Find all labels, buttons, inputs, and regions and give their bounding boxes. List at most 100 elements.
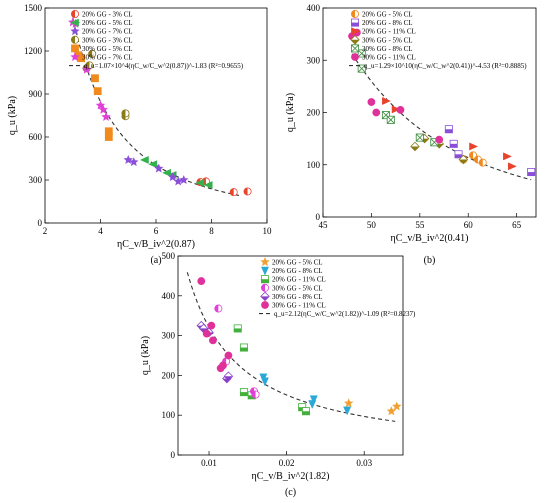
x-axis-label: ηC_v/B_iv^2(1.82) xyxy=(252,471,330,482)
data-point xyxy=(223,371,234,381)
y-axis-label: q_u (kPa) xyxy=(7,96,18,135)
legend-label: 30% GG - 11% CL xyxy=(272,302,326,310)
data-point xyxy=(214,304,223,313)
data-point xyxy=(415,133,424,142)
data-point xyxy=(88,49,97,58)
panel-label: (b) xyxy=(424,255,436,266)
data-point xyxy=(343,398,354,408)
data-point xyxy=(381,111,390,120)
data-point xyxy=(203,181,213,190)
legend-label: 20% GG - 8% CL xyxy=(362,19,413,27)
legend-marker xyxy=(71,44,79,53)
x-tick-label: 10 xyxy=(263,226,273,236)
series-1 xyxy=(444,125,536,177)
x-tick-label: 8 xyxy=(209,226,214,236)
series-2 xyxy=(123,154,189,186)
series-4 xyxy=(357,49,439,147)
series-1 xyxy=(259,373,352,416)
legend-marker xyxy=(350,18,359,27)
legend-label: 30% GG - 8% CL xyxy=(362,45,413,53)
data-point xyxy=(458,154,469,165)
legend-label: 30% GG - 5% CL xyxy=(272,284,323,292)
x-axis-label: ηC_v/B_iv^2(0.87) xyxy=(117,239,195,250)
data-point xyxy=(207,321,216,330)
y-tick-label: 1200 xyxy=(24,46,43,56)
series-5 xyxy=(197,277,233,373)
y-axis-label: q_u (kPa) xyxy=(285,93,296,132)
data-point xyxy=(386,115,395,124)
legend-label: 20% GG - 11% CL xyxy=(362,28,416,36)
data-point xyxy=(302,407,311,416)
legend-fit-label: q_u=2.12(ηC_w/C_w^2(1.82))^-1.09 (R²=0.8… xyxy=(274,310,416,318)
data-point xyxy=(243,187,252,196)
panel-label: (c) xyxy=(285,487,296,498)
data-point xyxy=(233,324,242,333)
legend-marker xyxy=(70,26,80,36)
legend-marker xyxy=(260,291,270,302)
y-axis-label: q_u (kPa) xyxy=(140,336,151,375)
legend-marker xyxy=(260,275,269,284)
y-tick-label: 300 xyxy=(29,175,43,185)
y-tick-label: 600 xyxy=(29,132,43,142)
data-point xyxy=(527,168,536,177)
data-point xyxy=(179,175,189,185)
legend-marker xyxy=(260,283,269,292)
data-point xyxy=(167,172,178,182)
data-point xyxy=(202,329,211,338)
data-point xyxy=(121,109,130,118)
legend-marker xyxy=(70,52,80,62)
data-point xyxy=(239,388,248,397)
data-point xyxy=(139,155,149,164)
series-4 xyxy=(74,51,113,141)
series-5 xyxy=(348,28,444,144)
data-point xyxy=(219,361,227,370)
legend-marker xyxy=(350,44,359,53)
data-point xyxy=(309,395,318,405)
data-point xyxy=(357,49,366,58)
data-point xyxy=(386,406,397,416)
plot-frame xyxy=(177,255,404,456)
legend-label: 20% GG - 8% CL xyxy=(272,267,323,275)
y-tick-label: 100 xyxy=(162,410,176,420)
panel-label: (a) xyxy=(150,255,161,266)
data-point xyxy=(444,125,453,134)
data-point xyxy=(91,74,99,83)
data-point xyxy=(251,390,260,399)
x-tick-label: 0.02 xyxy=(279,458,295,468)
fit-curve xyxy=(186,272,396,422)
x-tick-label: 50 xyxy=(367,220,377,230)
data-point xyxy=(148,160,158,169)
data-point xyxy=(101,111,111,121)
data-point xyxy=(357,64,366,73)
data-point xyxy=(507,162,517,171)
data-point xyxy=(104,133,113,141)
y-tick-label: 200 xyxy=(307,108,321,118)
legend-label: 20% GG - 7% CL xyxy=(82,28,133,36)
data-point xyxy=(98,104,109,114)
legend-label: 20% GG - 5% CL xyxy=(82,19,133,27)
series-3 xyxy=(82,49,130,121)
y-tick-label: 900 xyxy=(29,89,43,99)
legend-label: 30% GG - 3% CL xyxy=(82,36,133,44)
data-point xyxy=(129,157,139,167)
panel-a: 2 4 6 8 10 0 300 600 900 1200 1500 ηC_v/B_iv^2(0.87… xyxy=(7,3,272,266)
data-point xyxy=(343,406,352,416)
legend-marker xyxy=(260,257,270,267)
data-point xyxy=(81,64,92,74)
x-tick-label: 2 xyxy=(43,226,48,236)
data-point xyxy=(209,336,217,345)
panel-c: 0.01 0.02 0.03 0 100 200 300 400 500 ηC_v/B_iv^2(… xyxy=(140,251,416,498)
y-tick-label: 0 xyxy=(38,218,43,228)
legend-label: 30% GG - 11% CL xyxy=(362,54,416,62)
legend-label: 20% GG - 11% CL xyxy=(272,276,326,284)
legend-marker xyxy=(71,9,80,18)
data-point xyxy=(239,343,248,352)
x-axis-label: ηC_v/B_iv^2(0.41) xyxy=(391,233,469,244)
legend-label: 30% GG - 8% CL xyxy=(272,293,323,301)
legend-label: 20% GG - 5% CL xyxy=(362,11,413,19)
data-point xyxy=(478,158,487,167)
data-point xyxy=(77,54,85,63)
data-point xyxy=(154,163,164,173)
